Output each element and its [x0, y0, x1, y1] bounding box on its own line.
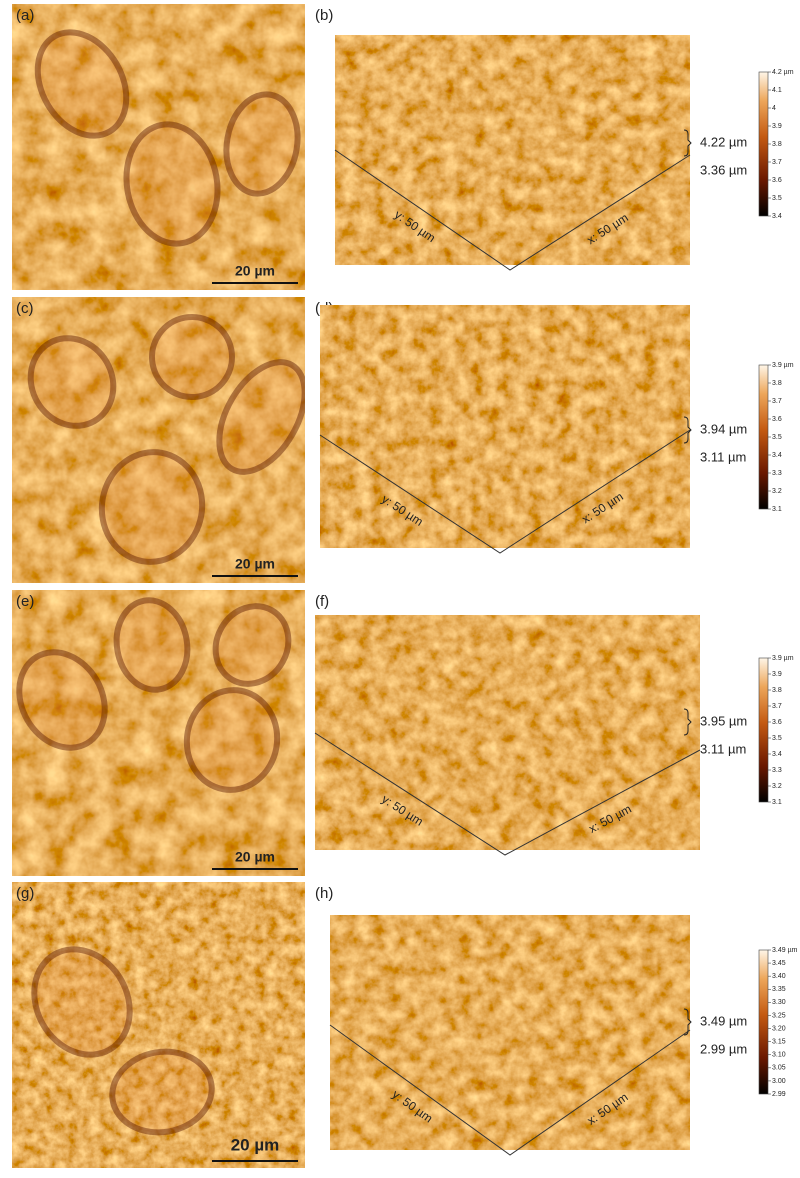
afm-image — [12, 882, 305, 1168]
surface-3d — [320, 305, 690, 548]
height-bracket — [684, 709, 691, 735]
y-axis-label: y: 50 µm — [392, 207, 438, 245]
height-max-label: 3.95 µm — [700, 713, 747, 728]
colorbar-label: 3.10 — [772, 1052, 786, 1059]
colorbar-label: 3.7 — [772, 159, 782, 166]
colorbar-label: 3.4 — [772, 452, 782, 459]
height-min-label: 3.11 µm — [700, 741, 746, 756]
x-axis-label: x: 50 µm — [584, 210, 631, 247]
scale-bar-label: 20 µm — [235, 556, 275, 572]
colorbar-label: 4.1 — [772, 87, 782, 94]
colorbar-label: 3.8 — [772, 141, 782, 148]
colorbar-label: 3.2 — [772, 783, 782, 790]
panel-label: (e) — [16, 593, 34, 610]
colorbar-label: 3.25 — [772, 1012, 786, 1019]
colorbar-label: 4 — [772, 105, 776, 112]
colorbar-label: 3.1 — [772, 506, 782, 513]
x-axis-label: x: 50 µm — [579, 489, 625, 526]
colorbar-label: 3.1 — [772, 799, 782, 806]
colorbar — [759, 658, 768, 802]
colorbar-label: 3.05 — [772, 1065, 786, 1072]
scale-bar-label: 20 µm — [231, 1135, 280, 1154]
colorbar-label: 3.2 — [772, 488, 782, 495]
colorbar-label: 3.5 — [772, 434, 782, 441]
panel-row: (g) 20 µm (h) y: 50 µm x: 50 µm 3.49 µm 2.99 µ… — [12, 882, 798, 1168]
surface-3d — [315, 615, 700, 850]
colorbar-label: 3.5 — [772, 735, 782, 742]
colorbar-label: 3.6 — [772, 177, 782, 184]
surface-3d — [335, 35, 690, 265]
figure: (a) 20 µm (b) y: 50 µm x: 50 µm 4.22 µm 3.36 µ… — [0, 0, 800, 1173]
colorbar-label: 3.6 — [772, 416, 782, 423]
colorbar-label: 3.40 — [772, 973, 786, 980]
colorbar-label: 3.7 — [772, 398, 782, 405]
afm-image — [12, 4, 305, 290]
colorbar-label: 3.30 — [772, 999, 786, 1006]
colorbar — [759, 72, 768, 216]
colorbar-label: 3.00 — [772, 1078, 786, 1085]
colorbar — [759, 950, 768, 1094]
panel-label: (g) — [16, 885, 34, 902]
height-min-label: 2.99 µm — [700, 1041, 747, 1056]
afm-image — [12, 297, 322, 583]
height-max-label: 4.22 µm — [700, 134, 747, 149]
colorbar-label: 3.4 — [772, 751, 782, 758]
colorbar-label: 3.9 µm — [772, 362, 794, 369]
colorbar-label: 3.8 — [772, 687, 782, 694]
height-max-label: 3.49 µm — [700, 1013, 747, 1028]
height-min-label: 3.11 µm — [700, 449, 746, 464]
colorbar-label: 3.4 — [772, 213, 782, 220]
colorbar-label: 3.45 — [772, 960, 786, 967]
x-axis-label: x: 50 µm — [585, 1090, 631, 1128]
scale-bar-label: 20 µm — [235, 263, 275, 279]
colorbar-label: 3.15 — [772, 1038, 786, 1045]
y-axis-label: y: 50 µm — [379, 492, 425, 529]
colorbar-label: 3.9 µm — [772, 655, 794, 662]
colorbar-label: 3.3 — [772, 767, 782, 774]
height-max-label: 3.94 µm — [700, 421, 747, 436]
panel-label: (h) — [315, 885, 333, 902]
panel-label: (f) — [315, 593, 329, 610]
colorbar-label: 3.20 — [772, 1025, 786, 1032]
colorbar-label: 3.6 — [772, 719, 782, 726]
y-axis-label: y: 50 µm — [390, 1087, 436, 1125]
panel-label: (c) — [16, 300, 34, 317]
panel-row: (a) 20 µm (b) y: 50 µm x: 50 µm 4.22 µm 3.36 µ… — [12, 4, 794, 290]
colorbar-label: 2.99 — [772, 1091, 786, 1098]
panel-label: (b) — [315, 7, 333, 24]
y-axis-label: y: 50 µm — [379, 792, 425, 829]
panel-label: (d) — [315, 300, 333, 317]
colorbar-label: 3.35 — [772, 986, 786, 993]
colorbar-label: 3.49 µm — [772, 947, 798, 954]
height-min-label: 3.36 µm — [700, 162, 747, 177]
colorbar — [759, 365, 768, 509]
colorbar-label: 3.3 — [772, 470, 782, 477]
colorbar-label: 3.8 — [772, 380, 782, 387]
scale-bar-label: 20 µm — [235, 849, 275, 865]
panel-row: (c) 20 µm (d) y: 50 µm x: 50 µm 3.94 µm 3.11 µ… — [12, 297, 794, 583]
afm-image — [2, 590, 305, 876]
colorbar-label: 3.7 — [772, 703, 782, 710]
colorbar-label: 3.9 — [772, 123, 782, 130]
colorbar-label: 4.2 µm — [772, 69, 794, 76]
panel-label: (a) — [16, 7, 34, 24]
colorbar-label: 3.5 — [772, 195, 782, 202]
colorbar-label: 3.9 — [772, 671, 782, 678]
surface-3d — [330, 915, 690, 1150]
